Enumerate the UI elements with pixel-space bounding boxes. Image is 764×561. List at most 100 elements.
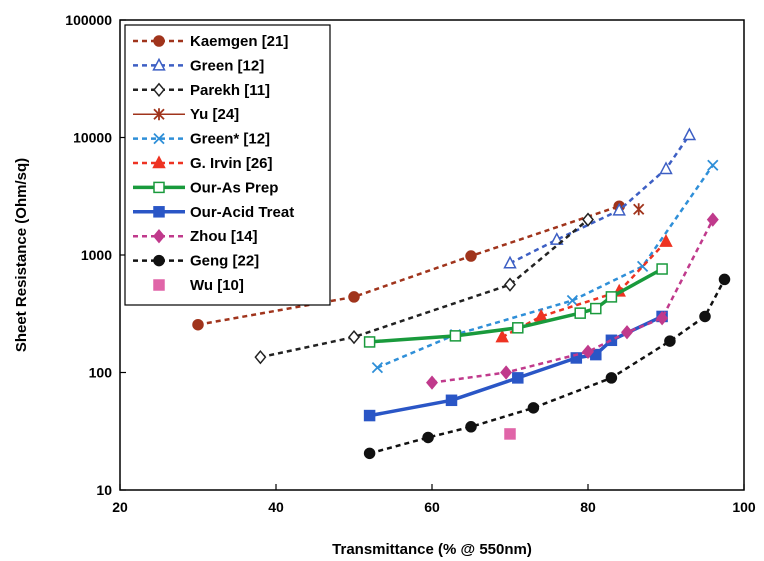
series-line: [197, 205, 620, 326]
data-point: [465, 250, 477, 262]
data-point: [363, 409, 376, 422]
legend-item: Our-Acid Treat: [133, 204, 294, 221]
legend-label: Kaemgen [21]: [190, 33, 288, 50]
data-point: [682, 127, 697, 141]
legend-marker: [153, 35, 165, 47]
data-point: [621, 325, 633, 340]
data-point: [371, 361, 384, 374]
data-point: [706, 212, 719, 227]
data-point: [633, 203, 645, 216]
legend-label: Green [12]: [190, 57, 264, 74]
data-point: [550, 232, 564, 245]
y-tick-label: 10000: [73, 130, 112, 146]
data-point: [363, 336, 376, 348]
data-point: [582, 212, 594, 227]
legend-marker: [153, 82, 165, 97]
data-point: [512, 372, 524, 384]
legend-label: Parekh [11]: [190, 82, 270, 99]
data-point: [570, 352, 583, 364]
legend-item: Green* [12]: [133, 131, 270, 148]
series-line: [260, 218, 589, 359]
legend-marker: [152, 57, 166, 71]
y-axis-title: Sheet Resistance (Ohm/sq): [13, 158, 30, 352]
legend-marker: [153, 108, 165, 121]
data-point: [504, 277, 516, 292]
series-geng-22: [363, 273, 731, 460]
data-point: [503, 255, 517, 269]
legend-item: Wu [10]: [153, 277, 244, 294]
data-point: [348, 291, 360, 303]
series-line: [369, 278, 726, 455]
series-our-acid-treat: [363, 310, 668, 422]
x-tick-label: 40: [268, 499, 284, 515]
legend-label: Our-Acid Treat: [190, 204, 294, 221]
data-point: [566, 294, 579, 307]
data-point: [656, 310, 669, 326]
legend-marker: [153, 254, 165, 267]
data-point: [445, 394, 458, 407]
legend-item: Parekh [11]: [133, 82, 270, 99]
legend-marker: [153, 229, 165, 244]
x-tick-label: 20: [112, 499, 128, 515]
series-parekh-11: [254, 212, 594, 365]
data-point: [699, 310, 711, 323]
data-point: [465, 421, 477, 433]
axis-ticks: 20 40 60 80 100 10 100 1000 10000 100000: [65, 12, 756, 515]
legend-marker: [152, 155, 166, 169]
data-point: [605, 372, 618, 384]
data-point: [718, 273, 731, 286]
series-line: [431, 219, 714, 384]
legend-item: Yu [24]: [133, 106, 239, 123]
legend-marker: [153, 181, 165, 194]
legend-item: Our-As Prep: [133, 179, 278, 196]
legend-label: G. Irvin [26]: [190, 155, 273, 172]
data-point: [612, 202, 626, 216]
legend-item: Kaemgen [21]: [133, 33, 288, 50]
x-tick-label: 60: [424, 499, 440, 515]
data-point: [664, 335, 676, 347]
data-point: [605, 291, 618, 303]
legend-item: Geng [22]: [133, 253, 259, 270]
legend-item: G. Irvin [26]: [133, 155, 273, 172]
y-tick-label: 100000: [65, 12, 112, 28]
series-wu-10: [504, 428, 516, 440]
data-point: [582, 344, 594, 359]
data-point: [192, 318, 204, 331]
data-point: [590, 302, 602, 315]
legend-marker: [153, 206, 165, 218]
series-line: [376, 164, 714, 369]
legend-marker: [153, 279, 165, 291]
data-point: [363, 447, 376, 460]
y-tick-label: 1000: [81, 247, 112, 263]
series-green-12: [503, 127, 697, 269]
legend-label: Our-As Prep: [190, 179, 278, 196]
data-point: [605, 334, 618, 347]
x-tick-label: 100: [732, 499, 756, 515]
data-point: [426, 375, 438, 390]
legend-item: Zhou [14]: [133, 228, 258, 245]
x-tick-label: 80: [580, 499, 596, 515]
data-point: [495, 329, 509, 343]
y-tick-label: 100: [89, 365, 113, 381]
data-point: [659, 233, 673, 247]
data-point: [659, 161, 673, 175]
legend-item: Green [12]: [133, 57, 264, 74]
legend-label: Zhou [14]: [190, 228, 258, 245]
data-point: [504, 428, 516, 440]
series-layer: [192, 127, 731, 460]
legend-marker: [153, 132, 165, 145]
data-point: [254, 350, 267, 365]
series-zhou-14: [426, 212, 719, 390]
data-point: [500, 365, 513, 380]
series-yu-24: [633, 203, 645, 216]
legend: Kaemgen [21] Green [12] Parekh [11] Yu [24]…: [124, 24, 331, 306]
data-point: [656, 263, 668, 275]
legend-label: Green* [12]: [190, 131, 270, 148]
data-point: [422, 431, 434, 444]
data-point: [348, 329, 360, 345]
y-tick-label: 10: [96, 482, 112, 498]
series-our-as-prep: [363, 263, 668, 348]
data-point: [574, 307, 586, 319]
data-point: [707, 159, 719, 171]
